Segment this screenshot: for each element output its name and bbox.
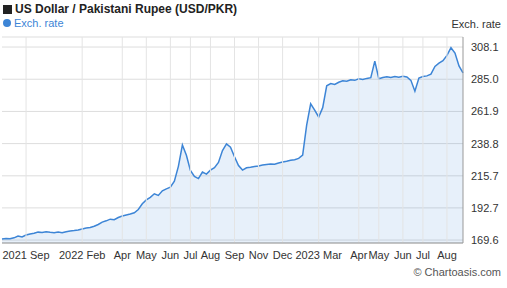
svg-text:2021 Sep: 2021 Sep <box>8 249 50 261</box>
svg-text:169.6: 169.6 <box>471 234 499 246</box>
svg-text:308.1: 308.1 <box>471 41 499 53</box>
svg-text:May: May <box>368 249 389 261</box>
html-text:© Chartoasis.com: © Chartoasis.com <box>413 266 501 278</box>
html-text:Exch. rate: Exch. rate <box>451 18 501 30</box>
svg-text:Sep: Sep <box>225 249 245 261</box>
svg-text:2022 Feb: 2022 Feb <box>59 249 105 261</box>
svg-text:May: May <box>136 249 157 261</box>
svg-text:Dec: Dec <box>273 249 293 261</box>
svg-text:192.7: 192.7 <box>471 202 499 214</box>
svg-text:Aug: Aug <box>437 249 457 261</box>
svg-text:2023 Mar: 2023 Mar <box>295 249 342 261</box>
svg-text:Aug: Aug <box>201 249 221 261</box>
svg-text:215.7: 215.7 <box>471 170 499 182</box>
svg-text:Jun: Jun <box>161 249 179 261</box>
html-text:US Dollar / Pakistani Rupee (U: US Dollar / Pakistani Rupee (USD/PKR) <box>15 2 237 16</box>
svg-text:261.9: 261.9 <box>471 105 499 117</box>
svg-text:Apr: Apr <box>114 249 131 261</box>
html-text:Exch. rate: Exch. rate <box>14 17 64 29</box>
svg-text:238.8: 238.8 <box>471 138 499 150</box>
svg-text:Jun: Jun <box>394 249 412 261</box>
svg-text:Jul: Jul <box>416 249 430 261</box>
svg-text:Apr: Apr <box>350 249 367 261</box>
svg-text:Nov: Nov <box>249 249 269 261</box>
svg-text:285.0: 285.0 <box>471 73 499 85</box>
svg-text:Jul: Jul <box>183 249 197 261</box>
